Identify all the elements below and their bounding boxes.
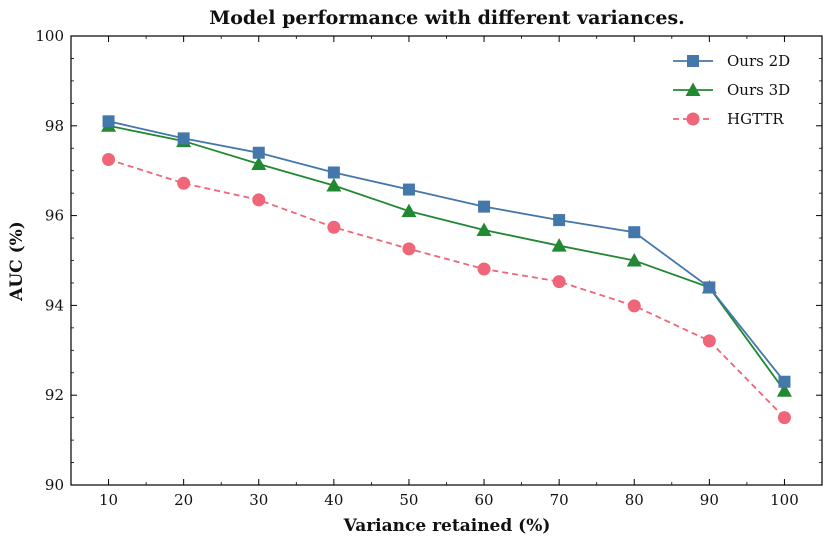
legend-marker-hgttr bbox=[686, 112, 700, 126]
y-axis-label: AUC (%) bbox=[7, 221, 27, 302]
legend-marker-ours-3d bbox=[685, 82, 701, 96]
data-point-ours-2d bbox=[703, 281, 716, 294]
series-line-ours-2d bbox=[108, 120, 786, 383]
data-point-hgttr bbox=[102, 152, 116, 166]
x-tick-label: 70 bbox=[550, 491, 569, 509]
data-point-hgttr bbox=[477, 262, 491, 276]
data-point-hgttr bbox=[552, 275, 566, 289]
data-point-ours-2d bbox=[102, 115, 115, 128]
data-point-ours-2d bbox=[327, 166, 340, 179]
legend: Ours 2D Ours 3D HGTTR bbox=[662, 42, 814, 134]
plot-series bbox=[101, 115, 792, 425]
y-tick-label: 90 bbox=[45, 476, 64, 494]
series-line-ours-3d bbox=[108, 124, 786, 392]
x-tick-label: 60 bbox=[475, 491, 494, 509]
data-point-ours-2d bbox=[628, 226, 641, 239]
data-point-hgttr bbox=[252, 193, 266, 207]
data-point-ours-3d bbox=[401, 203, 417, 218]
series-line-hgttr bbox=[108, 158, 786, 419]
y-tick-label: 100 bbox=[35, 27, 64, 45]
x-tick-label: 80 bbox=[625, 491, 644, 509]
data-point-ours-3d bbox=[326, 178, 342, 192]
legend-marker-ours-2d bbox=[687, 55, 699, 67]
legend-label-ours-2d: Ours 2D bbox=[727, 52, 790, 70]
x-tick-label: 40 bbox=[324, 491, 343, 509]
series-ours-2d bbox=[102, 115, 791, 388]
x-tick-label: 100 bbox=[770, 491, 799, 509]
x-tick-label: 20 bbox=[174, 491, 193, 509]
data-point-ours-3d bbox=[476, 222, 492, 236]
legend-label-ours-3d: Ours 3D bbox=[727, 81, 790, 99]
data-point-hgttr bbox=[402, 242, 416, 256]
y-tick-label: 98 bbox=[45, 117, 64, 135]
series-ours-3d bbox=[101, 118, 792, 397]
data-point-hgttr bbox=[702, 334, 716, 348]
data-point-ours-2d bbox=[177, 132, 190, 145]
data-point-ours-2d bbox=[478, 200, 491, 213]
data-point-ours-3d bbox=[251, 156, 267, 170]
y-tick-label: 92 bbox=[45, 386, 64, 404]
x-tick-label: 50 bbox=[399, 491, 418, 509]
data-point-ours-2d bbox=[553, 214, 566, 227]
legend-label-hgttr: HGTTR bbox=[727, 110, 784, 128]
series-hgttr bbox=[102, 152, 791, 425]
data-point-ours-3d bbox=[551, 238, 567, 252]
data-point-ours-2d bbox=[252, 146, 265, 159]
y-tick-label: 94 bbox=[45, 296, 64, 314]
data-point-ours-3d bbox=[776, 383, 792, 397]
x-tick-label: 10 bbox=[99, 491, 118, 509]
data-point-hgttr bbox=[177, 176, 191, 190]
y-tick-label: 96 bbox=[45, 207, 64, 225]
data-point-ours-2d bbox=[402, 183, 415, 196]
data-point-hgttr bbox=[327, 220, 341, 234]
x-tick-label: 90 bbox=[700, 491, 719, 509]
data-point-ours-2d bbox=[778, 375, 791, 388]
x-tick-label: 30 bbox=[249, 491, 268, 509]
chart-title: Model performance with different varianc… bbox=[209, 7, 685, 29]
data-point-hgttr bbox=[627, 299, 641, 313]
plot-frame bbox=[70, 35, 823, 486]
data-point-ours-3d bbox=[626, 253, 642, 267]
data-point-hgttr bbox=[777, 411, 791, 425]
x-axis-label: Variance retained (%) bbox=[343, 516, 551, 536]
axis-ticks: 10 20 30 40 50 60 70 80 90 100 90 92 94 96 98 100 bbox=[35, 27, 822, 509]
